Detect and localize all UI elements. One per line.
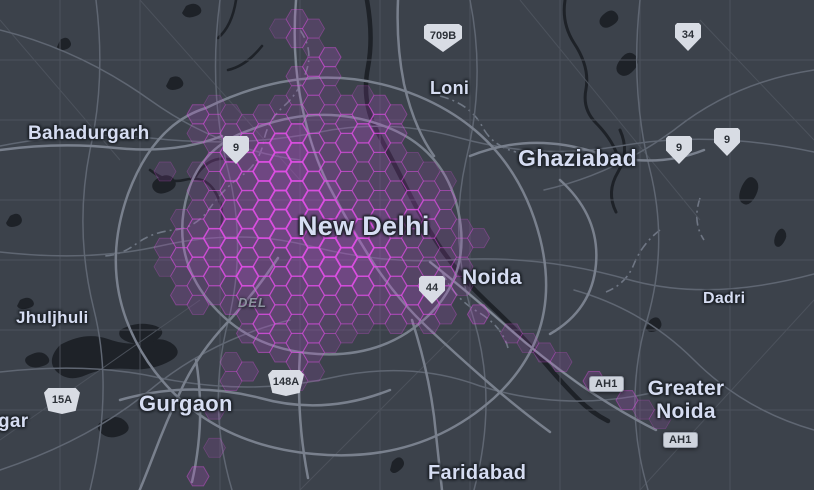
place-label: Loni <box>430 78 470 98</box>
place-label: New Delhi <box>298 211 430 241</box>
place-label: gar <box>0 411 29 432</box>
place-label: Gurgaon <box>139 391 233 416</box>
highway-shield[interactable]: 9 <box>714 128 740 156</box>
highway-shield[interactable]: 15A <box>44 388 80 414</box>
place-label: Greater Noida <box>647 377 725 423</box>
place-label: Ghaziabad <box>518 145 638 171</box>
highway-shield[interactable]: 44 <box>419 276 445 304</box>
highway-shield[interactable]: 709B <box>424 24 462 52</box>
highway-shield[interactable]: 9 <box>223 136 249 164</box>
place-label: Noida <box>462 266 522 289</box>
highway-shield[interactable]: 9 <box>666 136 692 164</box>
highway-shield[interactable]: AH1 <box>589 376 624 392</box>
place-label: Bahadurgarh <box>28 123 150 144</box>
highway-shield[interactable]: AH1 <box>663 432 698 448</box>
region-label: DEL <box>238 295 267 310</box>
highway-shield[interactable]: 148A <box>268 370 304 396</box>
place-label: Jhuljhuli <box>16 308 89 327</box>
highway-shield[interactable]: 34 <box>675 23 701 51</box>
place-label: Faridabad <box>428 462 527 484</box>
place-label: Dadri <box>703 290 746 307</box>
